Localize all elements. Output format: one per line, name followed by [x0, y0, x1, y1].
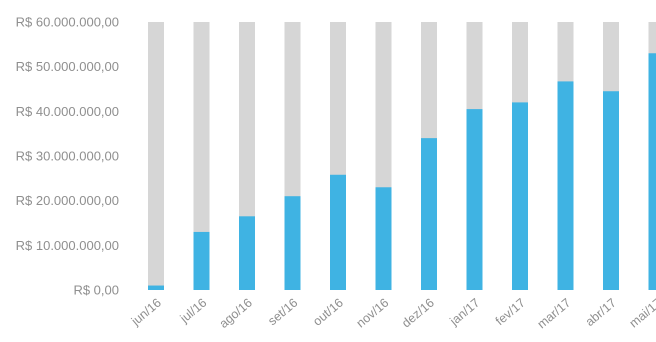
bars [148, 22, 656, 291]
y-tick-label: R$ 10.000.000,00 [16, 238, 119, 253]
y-tick-label: R$ 50.000.000,00 [16, 59, 119, 74]
y-tick-label: R$ 0,00 [73, 283, 119, 298]
y-tick-label: R$ 20.000.000,00 [16, 193, 119, 208]
x-axis: jun/16 jul/16 ago/16 set/16 out/16 nov/16 dez/… [128, 296, 656, 332]
bar-background [193, 22, 210, 290]
x-tick-label: mai/17 [627, 296, 656, 331]
bar-background [148, 22, 164, 290]
x-tick-label: jan/17 [447, 296, 483, 329]
y-tick-label: R$ 30.000.000,00 [16, 149, 119, 164]
x-tick-label: set/16 [265, 296, 300, 329]
bar [284, 196, 301, 290]
bar [148, 285, 164, 290]
x-tick-label: fev/17 [493, 296, 528, 329]
x-tick-label: out/16 [310, 296, 346, 329]
bar [466, 109, 483, 290]
bar [239, 216, 255, 290]
x-tick-label: abr/17 [583, 296, 619, 330]
y-tick-label: R$ 60.000.000,00 [16, 15, 119, 30]
bar [421, 138, 437, 290]
x-tick-label: nov/16 [354, 296, 392, 331]
x-tick-label: jun/16 [128, 296, 164, 329]
bar [603, 91, 619, 290]
bar [330, 174, 346, 290]
x-tick-label: mar/17 [535, 296, 574, 332]
bar [375, 187, 392, 290]
y-tick-label: R$ 40.000.000,00 [16, 104, 119, 119]
x-tick-label: ago/16 [217, 296, 255, 331]
bar [512, 102, 528, 291]
bar [193, 231, 210, 290]
bar [557, 81, 574, 290]
x-tick-label: jul/16 [177, 296, 210, 327]
bar [648, 53, 656, 291]
x-tick-label: dez/16 [399, 296, 437, 331]
y-axis: R$ 0,00 R$ 10.000.000,00 R$ 20.000.000,00 R… [16, 15, 119, 298]
